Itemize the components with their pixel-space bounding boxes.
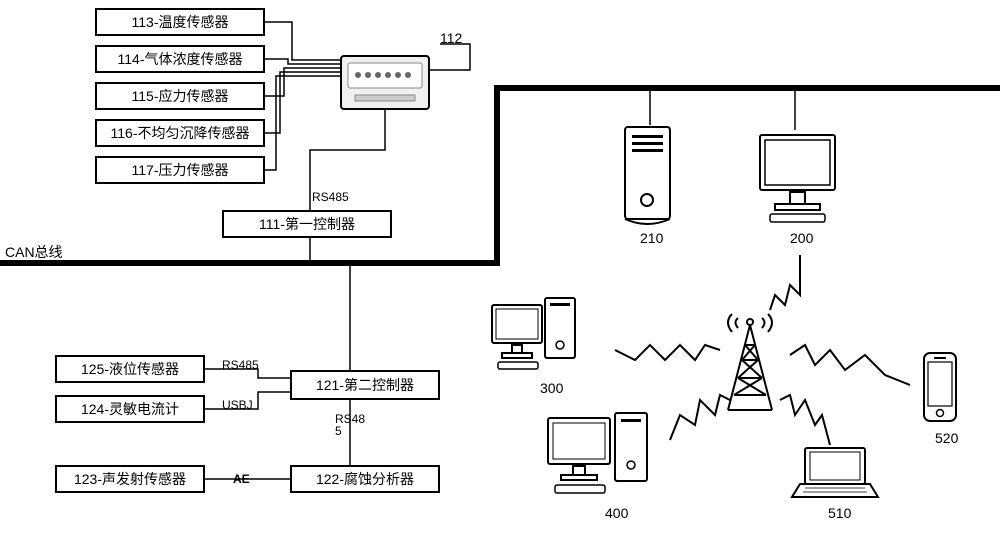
- label-520: 520: [935, 430, 958, 446]
- box-122-text: 122-腐蚀分析器: [316, 469, 414, 489]
- box-124: 124-灵敏电流计: [55, 395, 205, 423]
- box-114: 114-气体浓度传感器: [95, 45, 265, 73]
- label-usbj: USBJ: [222, 398, 253, 412]
- label-rs485b: RS485: [222, 358, 259, 372]
- box-125-text: 125-液位传感器: [81, 359, 179, 379]
- box-117: 117-压力传感器: [95, 156, 265, 184]
- box-113: 113-温度传感器: [95, 8, 265, 36]
- box-115: 115-应力传感器: [95, 82, 265, 110]
- pc-400-icon: [545, 410, 655, 505]
- can-bus-label: CAN总线: [5, 242, 63, 262]
- box-123: 123-声发射传感器: [55, 465, 205, 493]
- label-rs485c2: 5: [335, 424, 342, 438]
- can-bus-v: [494, 85, 500, 266]
- label-210: 210: [640, 230, 663, 246]
- label-ae: AE: [233, 472, 250, 486]
- box-121: 121-第二控制器: [290, 370, 440, 400]
- tower-icon: [720, 300, 780, 420]
- laptop-510-icon: [790, 445, 880, 505]
- label-rs485a: RS485: [312, 190, 349, 204]
- box-113-text: 113-温度传感器: [132, 12, 229, 32]
- box-116: 116-不均匀沉降传感器: [95, 119, 265, 147]
- box-111: 111-第一控制器: [222, 210, 392, 238]
- phone-520-icon: [920, 350, 960, 430]
- label-200: 200: [790, 230, 813, 246]
- box-125: 125-液位传感器: [55, 355, 205, 383]
- box-114-text: 114-气体浓度传感器: [118, 49, 243, 69]
- box-124-text: 124-灵敏电流计: [81, 399, 179, 419]
- server-210-icon: [620, 125, 675, 230]
- switch-112: [340, 55, 430, 110]
- label-510: 510: [828, 505, 851, 521]
- box-121-text: 121-第二控制器: [316, 375, 414, 395]
- box-116-text: 116-不均匀沉降传感器: [111, 123, 250, 143]
- box-122: 122-腐蚀分析器: [290, 465, 440, 493]
- can-bus-h1: [0, 260, 500, 266]
- label-400: 400: [605, 505, 628, 521]
- box-117-text: 117-压力传感器: [132, 160, 229, 180]
- box-115-text: 115-应力传感器: [132, 86, 229, 106]
- can-bus-h2: [494, 85, 1000, 91]
- label-112: 112: [440, 30, 462, 46]
- monitor-200-icon: [755, 130, 840, 230]
- box-111-text: 111-第一控制器: [259, 214, 355, 234]
- label-300: 300: [540, 380, 563, 396]
- pc-300-icon: [490, 295, 585, 380]
- box-123-text: 123-声发射传感器: [74, 469, 186, 489]
